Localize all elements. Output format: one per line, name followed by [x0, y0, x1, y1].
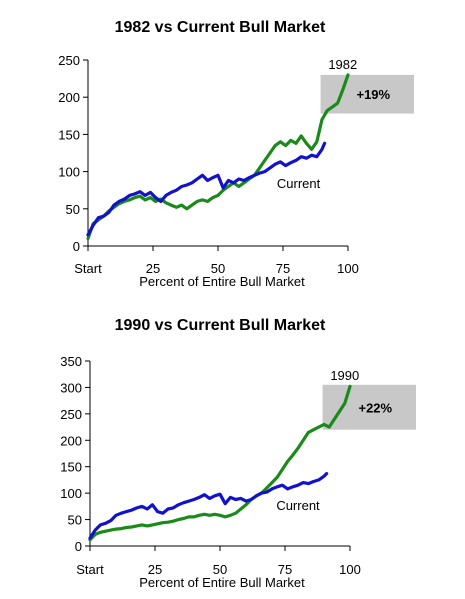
series-label-current: Current [277, 176, 321, 191]
x-tick-label: 25 [146, 261, 160, 276]
x-tick-label: Start [74, 261, 102, 276]
series-line-current [86, 141, 327, 237]
chart-title: 1982 vs Current Bull Market [115, 19, 326, 36]
x-tick-label: 100 [339, 562, 361, 577]
x-tick-label: 75 [276, 261, 290, 276]
series-line-1990 [88, 384, 352, 542]
y-tick-label: 50 [68, 513, 82, 528]
x-tick-label: 50 [213, 562, 227, 577]
y-tick-label: 100 [58, 165, 80, 180]
x-tick-label: Start [76, 562, 104, 577]
x-axis-label: Percent of Entire Bull Market [139, 575, 305, 590]
y-tick-label: 100 [60, 486, 82, 501]
series-label-1990: 1990 [330, 368, 359, 383]
x-tick-label: 75 [278, 562, 292, 577]
y-tick-label: 150 [60, 460, 82, 475]
annotation-label: +19% [356, 87, 390, 102]
annotation-box [320, 74, 414, 114]
y-tick-label: 200 [58, 90, 80, 105]
x-tick-label: 25 [148, 562, 162, 577]
x-axis-label: Percent of Entire Bull Market [139, 274, 305, 289]
series-line-1982 [86, 73, 350, 241]
y-tick-label: 250 [60, 407, 82, 422]
y-tick-label: 150 [58, 127, 80, 142]
y-tick-label: 200 [60, 433, 82, 448]
y-tick-label: 0 [73, 239, 80, 254]
y-tick-label: 250 [58, 53, 80, 68]
y-tick-label: 300 [60, 380, 82, 395]
series-label-current: Current [276, 498, 320, 513]
annotation-label: +22% [358, 400, 392, 415]
chart-1990-vs-current: 1990 vs Current Bull Market +22% 0 50 100 150… [60, 317, 416, 590]
y-tick-label: 350 [60, 354, 82, 369]
chart-1982-vs-current: 1982 vs Current Bull Market +19% 0 50 100 150… [58, 19, 414, 289]
series-line-current [88, 472, 329, 540]
x-tick-label: 50 [211, 261, 225, 276]
x-tick-label: 100 [337, 261, 359, 276]
y-tick-label: 50 [66, 202, 80, 217]
chart-title: 1990 vs Current Bull Market [115, 317, 326, 334]
series-label-1982: 1982 [328, 57, 357, 72]
annotation-box [322, 384, 416, 430]
y-tick-label: 0 [75, 539, 82, 554]
